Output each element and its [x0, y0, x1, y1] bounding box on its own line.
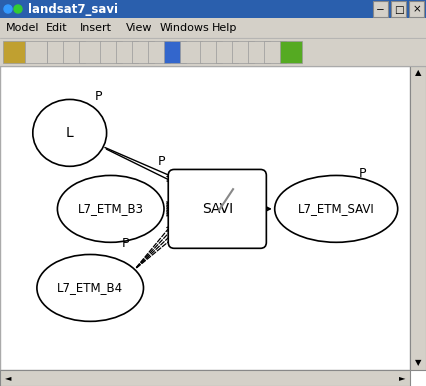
FancyBboxPatch shape — [409, 1, 424, 17]
Text: ▼: ▼ — [415, 359, 421, 367]
FancyBboxPatch shape — [25, 41, 47, 63]
Text: landsat7_savi: landsat7_savi — [28, 2, 118, 15]
FancyBboxPatch shape — [148, 41, 170, 63]
FancyBboxPatch shape — [248, 41, 270, 63]
FancyBboxPatch shape — [280, 41, 302, 63]
Text: ◄: ◄ — [5, 374, 11, 383]
Circle shape — [14, 5, 22, 13]
Ellipse shape — [37, 254, 144, 322]
FancyBboxPatch shape — [373, 1, 388, 17]
Text: L7_ETM_B4: L7_ETM_B4 — [57, 281, 123, 295]
Text: Insert: Insert — [80, 23, 112, 33]
Text: ▲: ▲ — [415, 68, 421, 78]
Text: L7_ETM_B3: L7_ETM_B3 — [78, 202, 144, 215]
FancyBboxPatch shape — [116, 41, 138, 63]
Text: SAVI: SAVI — [202, 202, 233, 216]
Ellipse shape — [275, 176, 398, 242]
Bar — [0, 66, 410, 370]
FancyBboxPatch shape — [79, 41, 101, 63]
FancyBboxPatch shape — [180, 41, 202, 63]
Text: View: View — [126, 23, 153, 33]
Text: Model: Model — [6, 23, 40, 33]
Bar — [410, 66, 426, 370]
Text: Windows: Windows — [160, 23, 210, 33]
Text: ►: ► — [399, 374, 405, 383]
FancyBboxPatch shape — [216, 41, 238, 63]
FancyBboxPatch shape — [264, 41, 286, 63]
Text: P: P — [95, 90, 102, 103]
Text: P: P — [359, 168, 367, 180]
Text: L: L — [66, 126, 74, 140]
FancyBboxPatch shape — [200, 41, 222, 63]
FancyBboxPatch shape — [391, 1, 406, 17]
Text: −: − — [376, 5, 385, 15]
Circle shape — [4, 5, 12, 13]
Text: P: P — [158, 155, 166, 168]
Text: Help: Help — [212, 23, 237, 33]
FancyBboxPatch shape — [63, 41, 85, 63]
Text: L7_ETM_SAVI: L7_ETM_SAVI — [298, 202, 374, 215]
Bar — [0, 18, 426, 38]
Ellipse shape — [58, 176, 164, 242]
Text: Edit: Edit — [46, 23, 68, 33]
Bar — [0, 0, 426, 18]
FancyBboxPatch shape — [132, 41, 154, 63]
FancyBboxPatch shape — [164, 41, 186, 63]
Text: P: P — [121, 237, 129, 251]
Ellipse shape — [33, 100, 106, 166]
Text: □: □ — [394, 5, 403, 15]
FancyBboxPatch shape — [3, 41, 25, 63]
FancyBboxPatch shape — [100, 41, 122, 63]
FancyBboxPatch shape — [168, 169, 266, 248]
FancyBboxPatch shape — [47, 41, 69, 63]
Bar — [0, 370, 410, 386]
Text: ×: × — [412, 5, 421, 15]
FancyBboxPatch shape — [232, 41, 254, 63]
Bar — [0, 38, 426, 66]
